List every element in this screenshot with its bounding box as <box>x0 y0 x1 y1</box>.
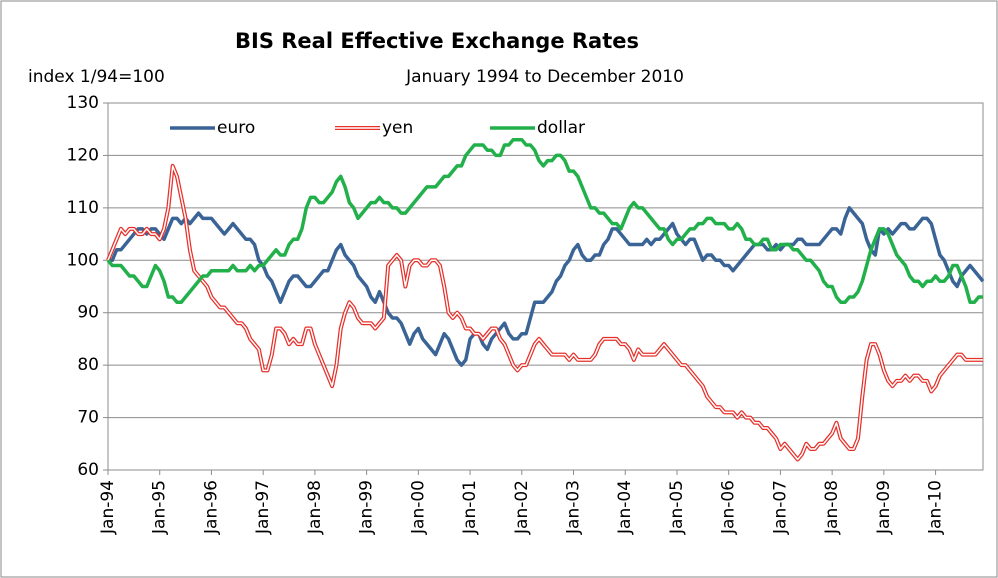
x-tick-label: Jan-05 <box>667 480 687 535</box>
series-line <box>108 206 985 367</box>
x-tick-label: Jan-03 <box>564 480 584 535</box>
x-tick-label: Jan-09 <box>874 480 894 535</box>
legend-label: euro <box>217 118 255 138</box>
chart-title: BIS Real Effective Exchange Rates <box>235 29 639 53</box>
x-tick-label: Jan-96 <box>201 480 221 535</box>
x-tick-label: Jan-01 <box>460 480 480 535</box>
y-tick-label: 130 <box>67 93 99 113</box>
x-tick-label: Jan-97 <box>253 480 273 535</box>
y-tick-label: 90 <box>77 303 99 323</box>
y-tick-label: 60 <box>77 460 99 480</box>
x-tick-label: Jan-95 <box>150 480 170 535</box>
y-tick-label: 100 <box>67 250 99 270</box>
series-line <box>108 206 985 367</box>
x-tick-label: Jan-02 <box>512 480 532 535</box>
x-tick-label: Jan-08 <box>822 480 842 535</box>
y-tick-label: 110 <box>67 198 99 218</box>
series-line <box>107 165 983 461</box>
x-tick-label: Jan-99 <box>357 480 377 535</box>
plot-area <box>107 102 984 471</box>
legend-label: yen <box>382 118 413 138</box>
y-tick-label: 80 <box>77 355 99 375</box>
y-tick-label: 120 <box>67 145 99 165</box>
x-tick-label: Jan-94 <box>98 480 118 535</box>
series-line <box>106 137 983 304</box>
x-tick-label: Jan-00 <box>408 480 428 535</box>
legend-label: dollar <box>537 118 585 138</box>
y-tick-label: 70 <box>77 408 99 428</box>
x-tick-label: Jan-07 <box>770 480 790 535</box>
x-tick-label: Jan-06 <box>719 480 739 535</box>
series-line <box>106 137 983 304</box>
chart-subtitle: January 1994 to December 2010 <box>405 67 684 87</box>
x-tick-label: Jan-10 <box>926 480 946 535</box>
x-tick-label: Jan-98 <box>305 480 325 535</box>
x-tick-label: Jan-04 <box>615 480 635 535</box>
y-axis-label: index 1/94=100 <box>28 67 165 87</box>
series-line <box>106 163 983 462</box>
